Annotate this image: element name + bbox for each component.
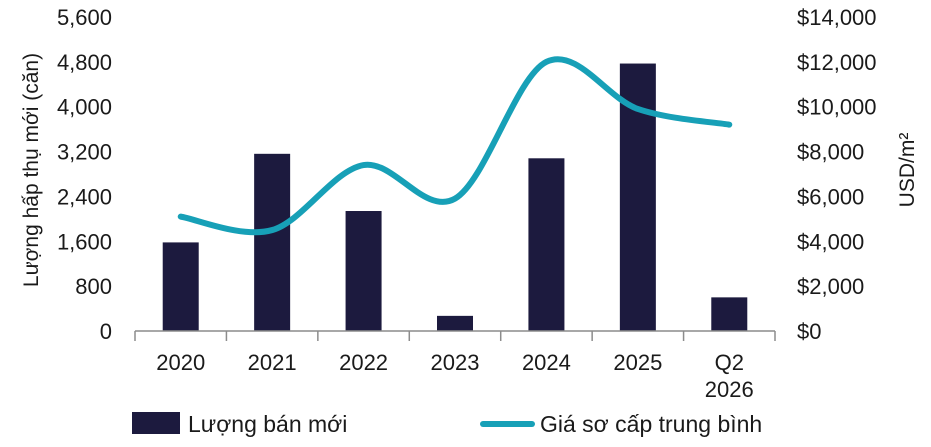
left-tick-label: 800 — [75, 274, 112, 299]
x-axis-labels: 2020 2021 2022 2023 2024 2025 Q2 2026 — [156, 350, 754, 402]
line-series — [177, 56, 733, 236]
right-tick-label: $2,000 — [797, 274, 864, 299]
x-tick-label: 2022 — [339, 350, 388, 375]
right-axis-title: USD/m² — [896, 133, 919, 208]
left-tick-label: 4,800 — [57, 50, 112, 75]
x-axis — [134, 330, 776, 341]
x-tick-label: Q2 2026 — [705, 350, 754, 402]
left-axis-ticks: 0 800 1,600 2,400 3,200 4,000 4,800 5,600 — [57, 5, 112, 344]
left-axis-title: Lượng hấp thụ mới (căn) — [20, 53, 43, 287]
right-tick-label: $4,000 — [797, 229, 864, 254]
left-tick-label: 4,000 — [57, 95, 112, 120]
x-tick-label: 2023 — [431, 350, 480, 375]
right-axis-ticks: $0 $2,000 $4,000 $6,000 $8,000 $10,000 $12,000… — [797, 5, 877, 344]
bar — [528, 158, 565, 331]
x-tick-label: 2021 — [248, 350, 297, 375]
legend: Lượng bán mới Giá sơ cấp trung bình — [132, 411, 762, 437]
right-tick-label: $10,000 — [797, 95, 877, 120]
legend-label-line: Giá sơ cấp trung bình — [540, 411, 762, 437]
bar — [711, 297, 748, 331]
left-tick-label: 2,400 — [57, 184, 112, 209]
bar — [254, 153, 291, 331]
right-tick-label: $14,000 — [797, 5, 877, 30]
left-tick-label: 0 — [100, 319, 112, 344]
left-tick-label: 3,200 — [57, 140, 112, 165]
bar — [162, 242, 199, 331]
bar-series — [162, 63, 748, 332]
right-tick-label: $8,000 — [797, 140, 864, 165]
x-tick-label: 2024 — [522, 350, 571, 375]
right-tick-label: $0 — [797, 319, 821, 344]
legend-label-bar: Lượng bán mới — [188, 411, 347, 437]
legend-swatch-bar — [132, 412, 180, 434]
price-line — [177, 56, 733, 236]
right-tick-label: $6,000 — [797, 184, 864, 209]
left-tick-label: 1,600 — [57, 229, 112, 254]
right-tick-label: $12,000 — [797, 50, 877, 75]
bar — [345, 211, 382, 331]
left-tick-label: 5,600 — [57, 5, 112, 30]
bar — [437, 315, 473, 331]
x-tick-label: 2025 — [613, 350, 662, 375]
x-tick-label: 2020 — [156, 350, 205, 375]
